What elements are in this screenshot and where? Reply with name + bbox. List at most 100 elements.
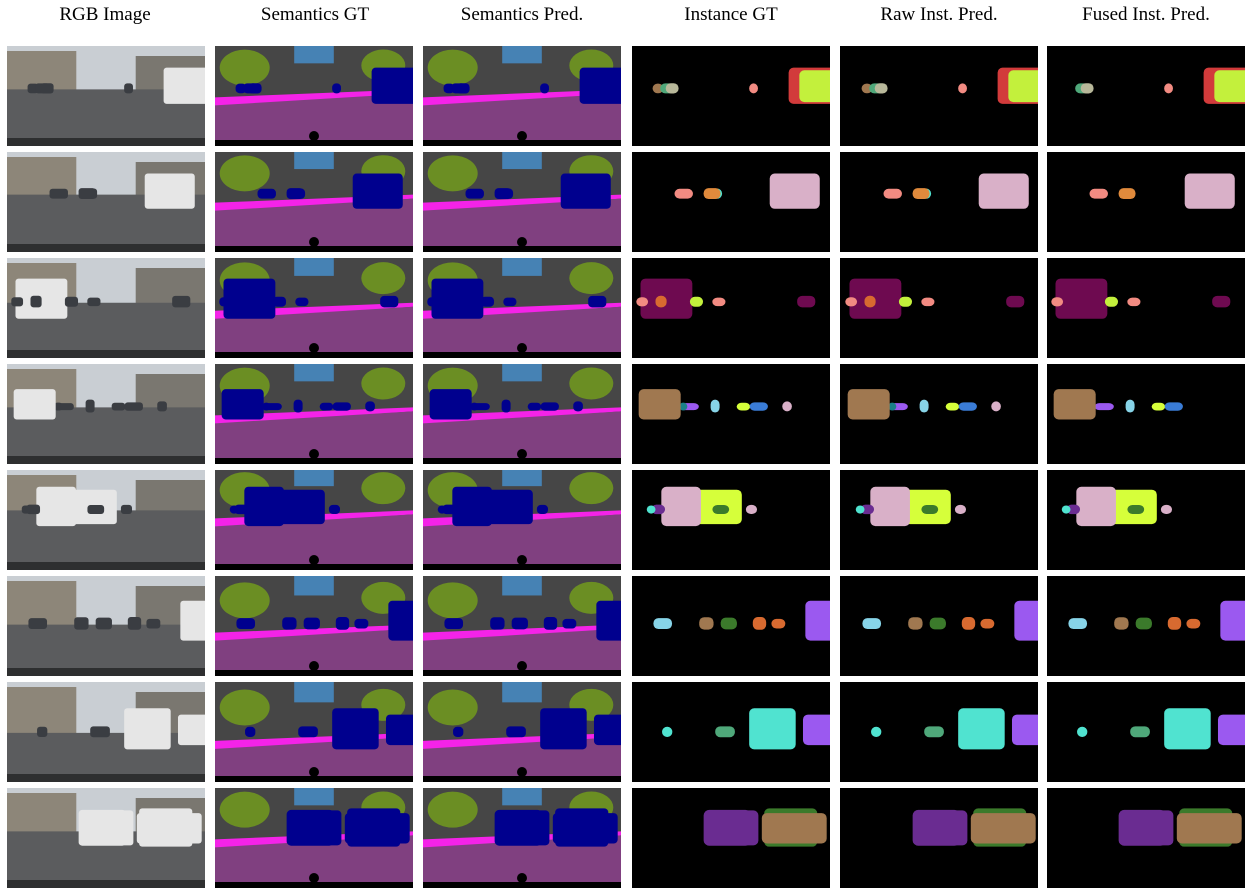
dashboard [7,244,205,252]
instance [1130,726,1150,737]
car [553,813,618,843]
car [273,297,286,307]
car [540,708,587,749]
car [541,402,559,410]
instance [1077,727,1087,737]
instance [862,618,881,629]
vegetation [569,262,613,294]
car [14,389,56,419]
instance [979,174,1029,209]
car [446,296,457,308]
sky [294,152,334,169]
vegetation [428,582,478,618]
instance [1212,296,1230,307]
panel-content [7,46,243,146]
image-panel [7,46,243,146]
instance [1090,189,1108,199]
instance [749,83,758,93]
image-panel [423,576,652,676]
panel-content [7,364,205,464]
image-panel [423,152,621,252]
car [562,619,576,629]
panel-content [840,152,1038,252]
car [495,188,512,199]
panel-content [1047,470,1245,570]
car [466,189,484,199]
instance [946,403,959,411]
car [540,83,549,93]
car [588,296,606,307]
car [86,400,95,413]
instance [1126,400,1135,413]
image-panel [423,46,659,146]
image-panel [1047,576,1251,676]
instance [1136,618,1152,630]
panel-content [423,788,621,888]
car [354,619,368,629]
panel-content [840,682,1067,782]
image-panel [632,364,830,464]
instance [908,617,922,629]
instance [980,619,994,629]
instance [856,505,865,513]
panel-content [1047,364,1245,464]
panel-content [632,470,830,570]
car [87,298,100,307]
panel-content [215,46,451,146]
car [457,83,470,93]
image-panel [632,576,861,676]
sky [502,576,542,595]
instance [1081,83,1094,93]
car [230,505,239,513]
panel-content [423,364,621,464]
image-panel [632,470,830,570]
panel-content [215,364,413,464]
dashboard [7,350,205,358]
sky [502,46,542,63]
ego-dot [517,343,527,353]
car [329,505,340,514]
car [219,297,231,306]
image-panel [215,46,451,146]
car [503,298,516,307]
car [333,402,351,410]
instance [1165,402,1183,410]
instance [1062,505,1071,513]
image-panel [7,152,205,252]
instance [1152,403,1165,411]
instance [699,617,713,629]
image-panel [423,364,621,464]
instance [750,402,768,410]
instance [913,188,930,199]
panel-content [7,258,205,358]
car [90,726,110,737]
instance [655,296,666,308]
ego-dot [309,237,319,247]
instance [899,297,912,307]
dashboard [7,562,205,570]
panel-content [7,682,233,782]
panel-content [423,470,621,570]
panel-content [632,682,858,782]
sky [502,364,542,381]
car [332,83,341,93]
car [345,813,410,843]
ego-dot [309,131,319,141]
car [365,401,375,411]
ego-dot [309,449,319,459]
instance [1114,617,1128,629]
car [79,188,96,199]
car [124,708,171,749]
ego-dot [517,555,527,565]
instance [1186,619,1200,629]
instance [666,83,679,93]
car [238,296,249,308]
instance [753,617,766,630]
building [7,793,76,836]
car [544,617,557,630]
image-panel [632,46,868,146]
ego-dot [309,873,319,883]
car [112,403,125,411]
ego-dot [517,131,527,141]
car [481,297,494,307]
